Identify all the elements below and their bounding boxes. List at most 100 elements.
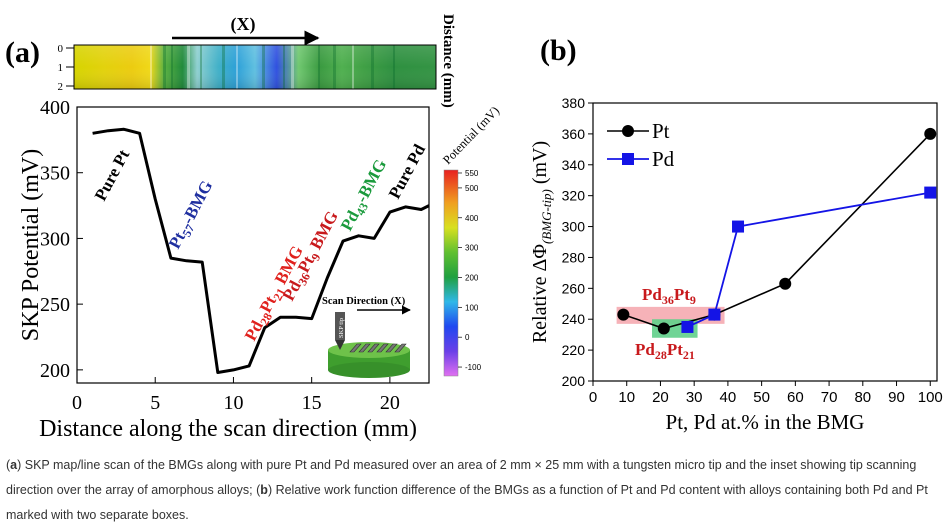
b-x-tick-label: 30 — [686, 389, 703, 406]
b-y-tick-label: 260 — [562, 280, 586, 296]
panel-b-label: (b) — [540, 34, 577, 67]
figure-caption: (a) SKP map/line scan of the BMGs along … — [6, 458, 928, 522]
box-label-pd36pt9-element1: Pd — [642, 285, 662, 304]
inset-tip-body — [335, 312, 345, 340]
a-x-tick-label: 5 — [150, 392, 160, 414]
inset-sample — [394, 343, 407, 353]
skp-map-stripe — [236, 45, 238, 89]
colorbar-tick-label: 550 — [465, 169, 479, 178]
colorbar-tick-label: 500 — [465, 184, 479, 193]
annotation-pd28pt21-sub2: 21 — [270, 286, 288, 303]
legend-pd-marker — [622, 153, 634, 165]
series-pt-point — [657, 322, 670, 335]
skp-map-stripe — [200, 45, 202, 89]
legend-pt-marker — [622, 125, 634, 137]
map-y-tick-0: 0 — [58, 43, 64, 55]
b-y-tick-label: 300 — [562, 219, 586, 235]
b-x-tick-label: 80 — [854, 389, 871, 406]
colorbar-tick-label: 100 — [465, 303, 479, 312]
skp-map-stripe — [262, 45, 265, 89]
skp-map-stripe — [318, 45, 320, 89]
colorbar-tick-label: -100 — [465, 363, 482, 372]
inset-sample — [367, 343, 380, 353]
inset-sample — [385, 343, 398, 353]
map-y-tick-2: 2 — [58, 81, 64, 93]
inset-title: Scan Direction (X) — [322, 296, 406, 307]
plot-a-x-axis-label: Distance along the scan direction (mm) — [39, 416, 417, 442]
a-y-tick-label: 300 — [40, 228, 70, 250]
a-y-tick-label: 400 — [40, 97, 70, 119]
skp-map-shading — [74, 45, 436, 89]
b-x-tick-label: 70 — [821, 389, 838, 406]
a-y-tick-label: 200 — [40, 360, 70, 382]
skp-map-stripe — [333, 45, 336, 89]
inset-sample — [349, 343, 362, 353]
inset-cylinder-bottom — [328, 362, 410, 378]
annotation-pd36pt9-sub1: 36 — [295, 271, 313, 288]
figure-canvas: (a) 0 1 2 Distance (mm) (X) 0 5 10 15 202002… — [5, 14, 943, 442]
skp-map-stripe — [222, 45, 225, 89]
series-pd-markers — [681, 186, 937, 333]
annotation-pure-pt: Pure Pt — [91, 146, 134, 204]
colorbar-tick-label: 200 — [465, 273, 479, 282]
box-label-pd28pt21-sub2: 21 — [683, 348, 695, 362]
series-pd-point — [708, 308, 721, 321]
b-y-tick-label: 320 — [562, 188, 586, 204]
b-x-tick-label: 50 — [753, 389, 770, 406]
colorbar-label: Potential (mV) — [440, 104, 502, 167]
skp-map-stripe — [163, 45, 166, 89]
annotation-pt57-sub: 57 — [179, 222, 197, 239]
box-label-pd36pt9: Pd36Pt9 — [642, 285, 696, 307]
annotation-pd36pt9-sub2: 9 — [308, 251, 323, 263]
panel-b: (b) 0 10 20 30 40 50 60 70 80 90 100 200 220 240 260 28… — [529, 34, 943, 434]
annotation-pt57-suffix: -BMG — [178, 177, 217, 227]
skp-map-stripe — [171, 45, 173, 89]
map-y-axis-label: Distance (mm) — [440, 14, 456, 108]
plot-b-frame — [592, 102, 938, 382]
box-label-pd28pt21-element1: Pd — [635, 340, 655, 359]
b-y-tick-label: 200 — [562, 373, 586, 389]
legend: Pt Pd — [607, 119, 675, 171]
series-pd-point — [924, 186, 937, 199]
skp-map-stripe — [150, 45, 152, 89]
b-y-tick-label: 240 — [562, 311, 586, 327]
series-pt-point — [924, 127, 937, 140]
skp-map-stripe — [371, 45, 374, 89]
inset-cylinder-top — [328, 342, 410, 358]
b-x-tick-label: 60 — [787, 389, 804, 406]
b-y-tick-label: 280 — [562, 249, 586, 265]
colorbar-ticks: 550 500 400 300 200 100 0 -100 — [458, 169, 482, 372]
map-arrow-label: (X) — [231, 14, 256, 35]
a-y-tick-label: 250 — [40, 294, 70, 316]
plot-a-frame — [76, 106, 430, 384]
a-x-tick-label: 20 — [380, 392, 400, 414]
box-label-pd36pt9-sub2: 9 — [690, 293, 696, 307]
legend-pd-label: Pd — [652, 147, 675, 171]
skp-map-stripe — [187, 45, 190, 89]
inset-tip-point — [335, 340, 345, 350]
skp-map-stripe — [393, 45, 395, 89]
plot-b-y-axis-label: Relative ΔΦ(BMG-tip) (mV) — [529, 141, 554, 343]
caption-a-label: a — [10, 458, 18, 472]
plot-a-axes: 0 5 10 15 20 200 250 300 350 400 — [40, 97, 400, 414]
box-label-pd28pt21: Pd28Pt21 — [635, 340, 695, 362]
inset-sample-array — [349, 343, 407, 353]
a-x-tick-label: 0 — [72, 392, 82, 414]
series-pd-point — [681, 320, 694, 333]
b-x-tick-label: 20 — [652, 389, 669, 406]
b-y-tick-label: 380 — [562, 95, 586, 111]
caption-b-text: ) Relative work function difference of t… — [6, 483, 928, 522]
plot-b-x-axis-label: Pt, Pd at.% in the BMG — [666, 410, 865, 434]
map-y-tick-1: 1 — [58, 62, 64, 74]
annotation-pure-pd: Pure Pd — [385, 141, 430, 202]
series-pd-line — [687, 191, 931, 328]
colorbar-tick-label: 0 — [465, 333, 470, 342]
annotation-pt57-bmg: Pt57-BMG — [165, 177, 219, 253]
b-x-tick-label: 10 — [618, 389, 635, 406]
inset-tip-label: SKP tip — [338, 318, 345, 338]
colorbar: 550 500 400 300 200 100 0 -100 Potential (mV) — [440, 104, 502, 377]
b-y-tick-label: 360 — [562, 126, 586, 142]
b-x-tick-label: 40 — [720, 389, 737, 406]
scan-inset: Scan Direction (X) SKP tip — [322, 296, 411, 378]
inset-sample — [358, 343, 371, 353]
